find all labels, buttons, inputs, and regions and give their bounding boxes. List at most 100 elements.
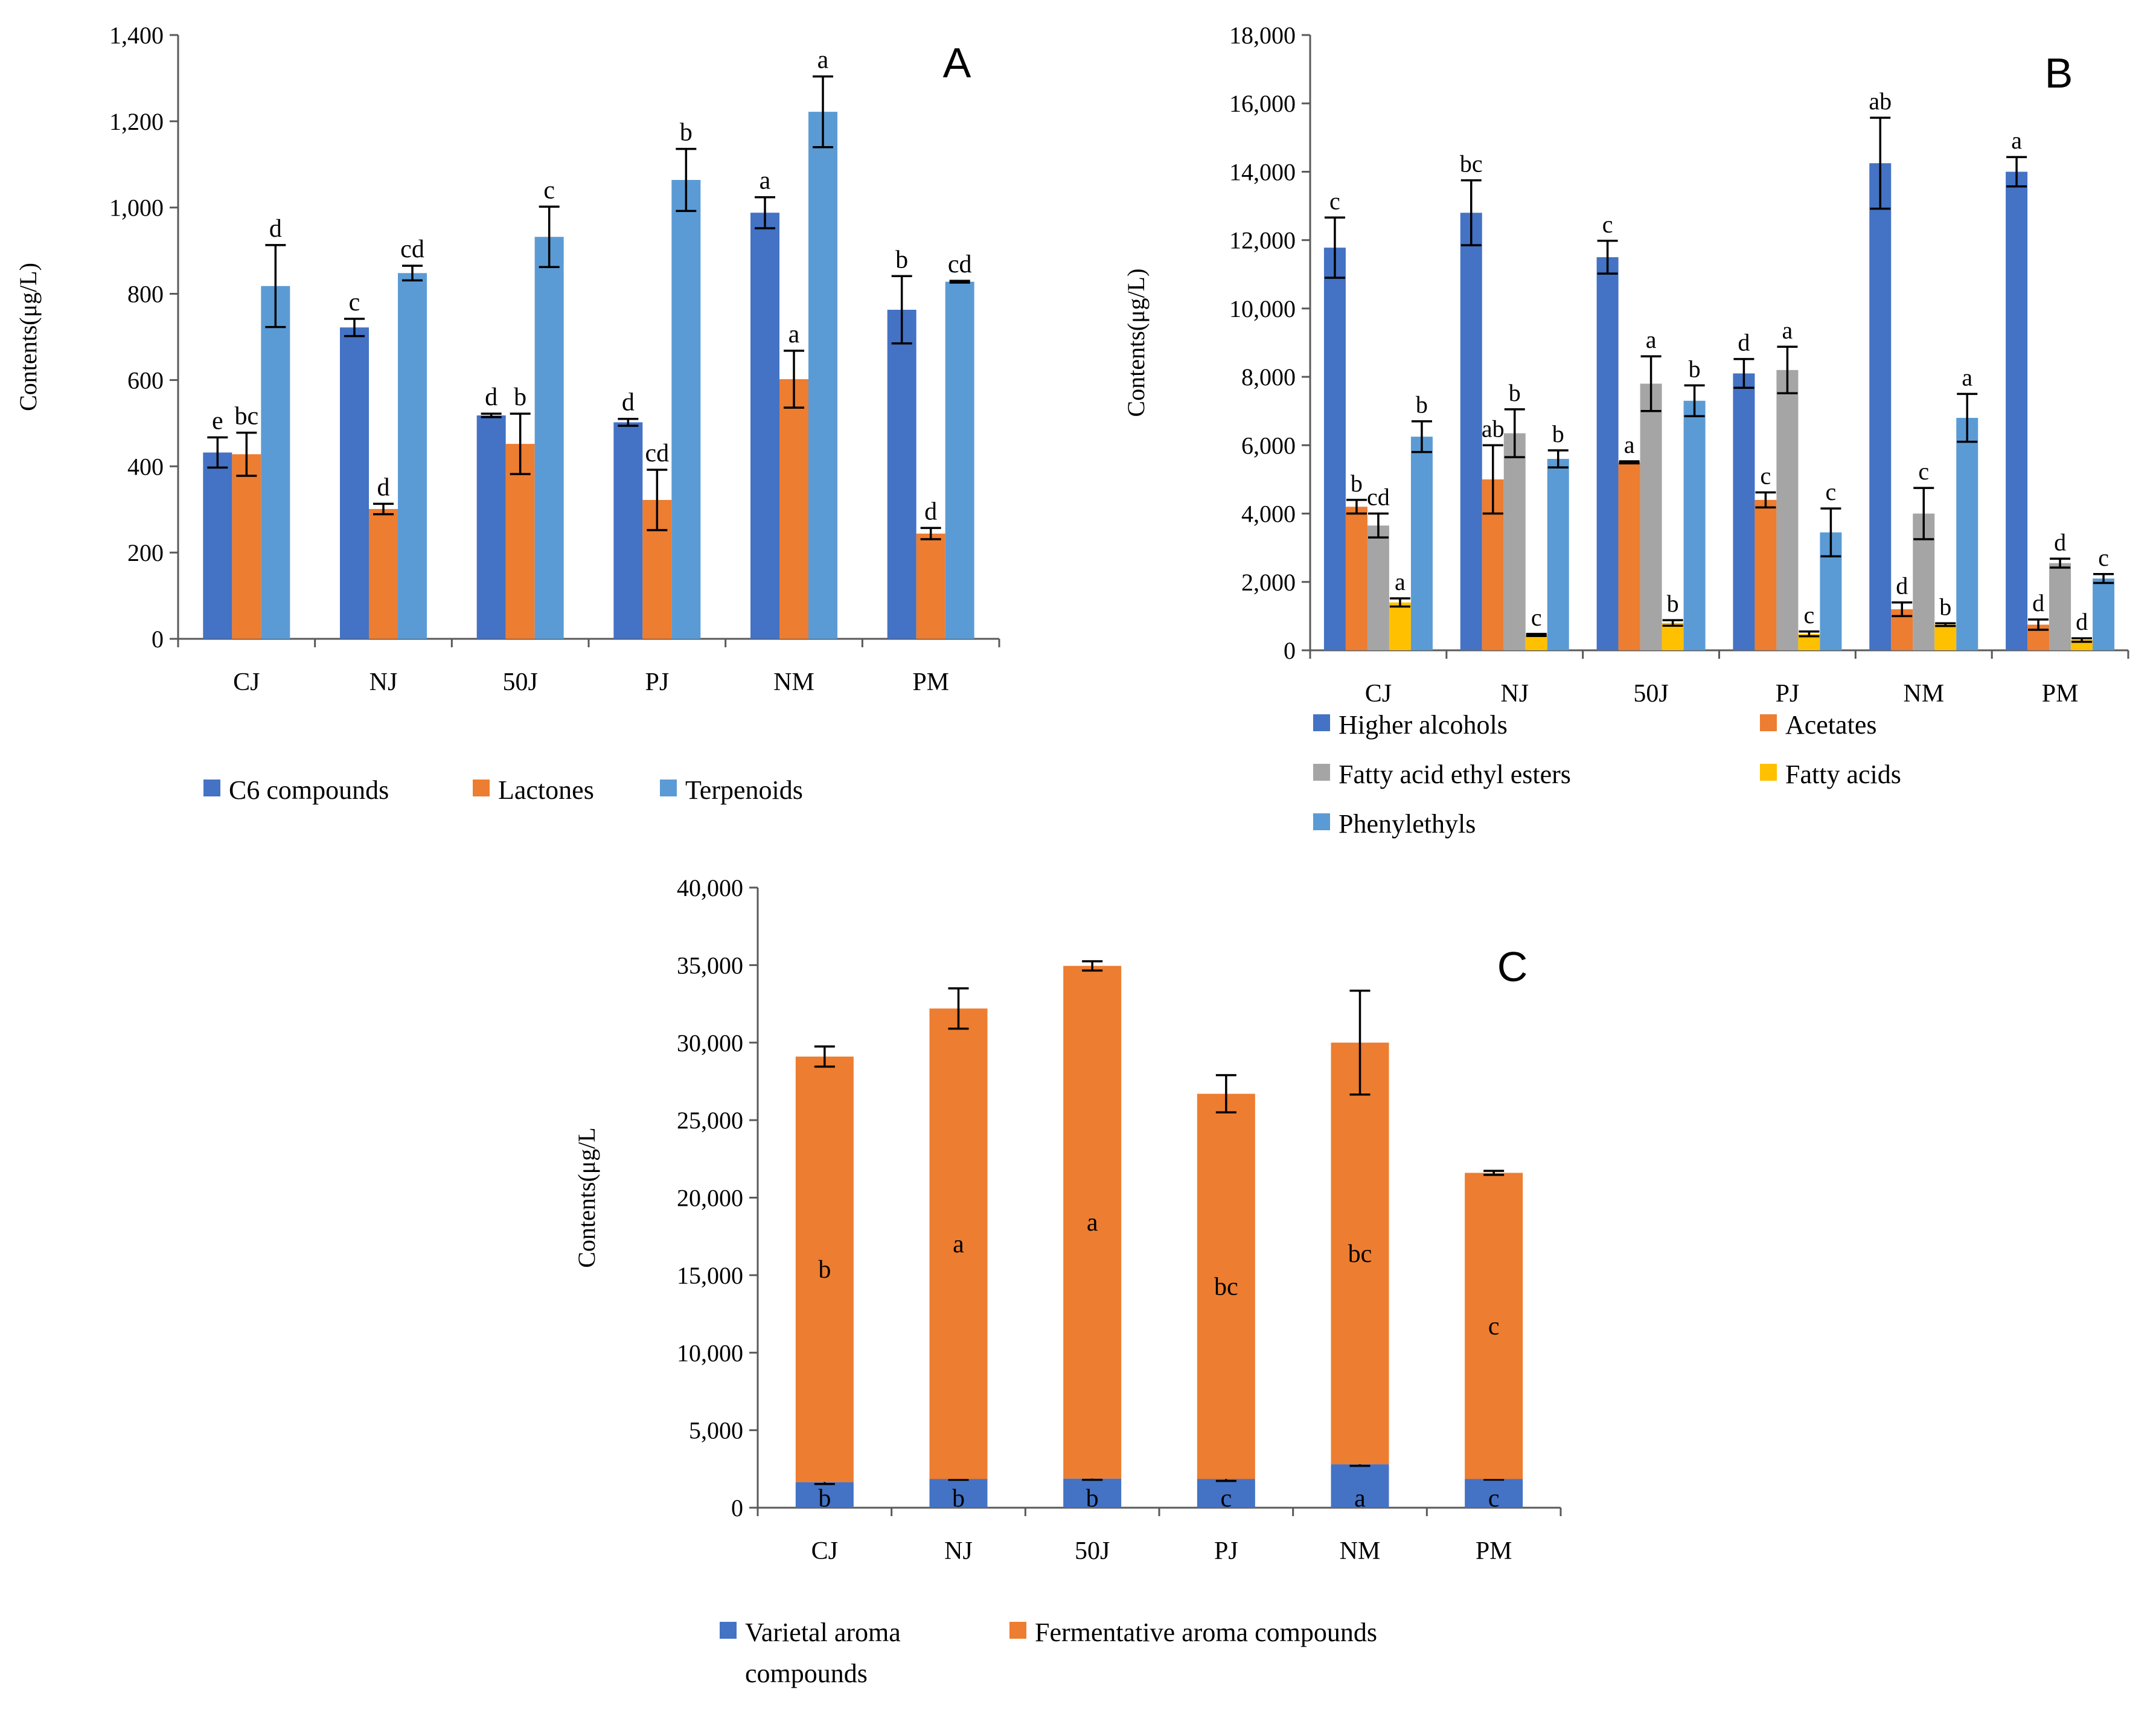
panel-a-legend-label: Lactones [498,775,594,805]
panel-c-bar [1197,1093,1255,1479]
panel-b-bar [1503,433,1526,650]
panel-b-x-tick-label: PJ [1776,680,1800,708]
panel-a-y-tick-label: 1,000 [109,194,164,222]
panel-a-panel-letter: A [943,39,971,86]
panel-b-y-tick-label: 18,000 [1229,22,1296,49]
panel-c-significance-label: a [953,1231,964,1258]
panel-a-bar [671,180,701,639]
panel-a-y-tick-label: 200 [127,539,164,566]
panel-a-x-tick-label: PJ [645,668,669,696]
panel-c-y-tick-label: 35,000 [677,952,743,979]
panel-c-legend-label: compounds [745,1659,868,1688]
panel-a-significance-label: cd [400,235,424,263]
panel-b-significance-label: a [1395,568,1406,595]
panel-b-bar [1683,400,1706,650]
panel-b-bar [1776,370,1799,650]
panel-a-bar [534,237,564,639]
panel-b-bar [1596,257,1619,650]
panel-a-x-tick-label: 50J [502,668,537,696]
panel-b-legend-label: Fatty acid ethyl esters [1339,760,1571,789]
panel-a-bar [916,533,945,639]
panel-b-significance-label: bc [1460,150,1483,178]
panel-a-significance-label: bc [235,403,259,431]
panel-b-legend-swatch [1760,764,1777,781]
panel-b-significance-label: a [2011,127,2022,154]
panel-b-y-tick-label: 4,000 [1241,501,1296,528]
panel-a-significance-label: cd [645,440,670,467]
panel-b-legend-swatch [1313,714,1330,731]
panel-c-x-tick-label: PM [1476,1537,1512,1565]
panel-c-legend-label: Varietal aroma [745,1618,901,1647]
panel-a-bar [887,310,916,639]
panel-c-significance-label: b [818,1485,831,1513]
panel-a-bar [750,213,779,639]
panel-c-y-tick-label: 40,000 [677,874,743,901]
panel-a-y-axis-title: Contents(μg/L) [14,263,42,411]
panel-c-x-tick-label: NM [1340,1537,1381,1565]
panel-b-significance-label: d [2032,589,2044,616]
panel-b-significance-label: c [1826,478,1837,505]
panel-b-chart: 0 2,000 4,000 6,000 8,000 10,000 12,000 14,000 1… [1122,22,2129,839]
panel-c-y-tick-label: 5,000 [689,1417,743,1444]
panel-c-significance-label: b [818,1256,831,1284]
panel-b-significance-label: c [1804,601,1815,629]
panel-c-x-tick-label: PJ [1214,1537,1238,1565]
panel-b-legend-label: Phenylethyls [1339,809,1476,839]
panel-a-significance-label: e [212,407,223,435]
panel-a-significance-label: d [377,473,390,501]
panel-a-bar [476,415,506,639]
panel-b-legend-label: Fatty acids [1785,760,1901,789]
panel-a-x-tick-label: CJ [233,668,260,696]
panel-b-bar [1389,602,1411,650]
panel-c-bar [1465,1479,1523,1508]
panel-b-significance-label: d [1738,329,1750,356]
panel-a-legend-swatch [203,780,220,796]
panel-b-y-tick-label: 6,000 [1241,432,1296,459]
panel-b-bar [1640,383,1662,650]
panel-a-legend-swatch [660,780,677,796]
panel-c-significance-label: c [1488,1485,1500,1513]
panel-a-bar [340,327,369,639]
panel-a-chart: 0 200 400 600 800 1,000 1,200 1,400 CJ NJ 50J PJ NM P… [14,22,1000,805]
panel-a-bar [232,454,261,639]
panel-c-legend-swatch [720,1622,737,1639]
panel-a-significance-label: a [789,321,800,348]
panel-a-y-tick-label: 1,200 [109,108,164,135]
panel-a-legend-swatch [473,780,490,796]
panel-c-significance-label: c [1221,1485,1232,1513]
panel-b-legend-swatch [1313,813,1330,830]
panel-a-significance-label: c [349,289,360,316]
panel-a-bar [203,452,232,639]
panel-b-bar [1755,499,1777,650]
panel-c-bar [795,1482,854,1508]
panel-a-bar [613,422,643,639]
panel-a-significance-label: b [514,383,526,411]
panel-b-y-tick-label: 2,000 [1241,569,1296,596]
panel-a-significance-label: d [269,215,282,243]
panel-b-y-tick-label: 16,000 [1229,90,1296,117]
panel-b-bar [1547,458,1569,650]
panel-c-y-tick-label: 15,000 [677,1262,743,1289]
panel-b-legend-swatch [1760,714,1777,731]
panel-a-x-tick-label: NJ [369,668,398,696]
panel-b-y-tick-label: 0 [1284,637,1296,664]
panel-b-x-tick-label: NJ [1500,680,1529,708]
panel-b-x-tick-label: PM [2042,680,2079,708]
panel-c-bar [929,1479,988,1508]
panel-c-significance-label: b [1086,1485,1099,1513]
panel-b-bar [1367,525,1389,650]
panel-c-bar [1197,1479,1255,1508]
panel-c-significance-label: bc [1348,1240,1372,1268]
panel-b-significance-label: ab [1869,88,1892,115]
panel-b-bar [1733,373,1755,650]
panel-b-bar [1662,623,1684,650]
panel-b-bar [1323,248,1346,651]
panel-b-significance-label: b [1509,379,1521,406]
panel-a-significance-label: d [924,498,937,525]
panel-c-legend-swatch [1009,1622,1026,1639]
panel-b-y-tick-label: 12,000 [1229,227,1296,254]
panel-b-significance-label: a [1624,431,1635,458]
panel-c-bar [929,1008,988,1479]
panel-b-significance-label: c [1602,211,1613,238]
